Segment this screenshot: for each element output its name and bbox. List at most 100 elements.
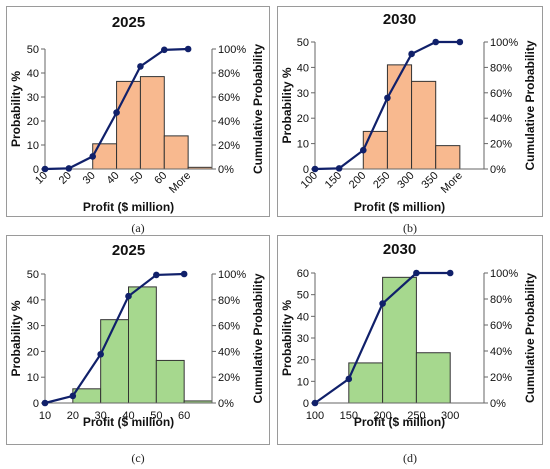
cumulative-point — [432, 38, 440, 46]
y-tick-label: 20 — [297, 113, 309, 125]
chart-panel-d: 2030 0 10 20 30 40 50 60 0% 20% 40% 60% 80% 100% 100 15… — [277, 235, 543, 445]
y-tick-label: 30 — [27, 321, 39, 333]
y2-tick-label: 0% — [490, 164, 506, 176]
y2-tick-label: 60% — [490, 320, 512, 332]
y-tick-label: 40 — [27, 295, 39, 307]
bar — [362, 130, 388, 170]
cumulative-point — [311, 399, 319, 407]
y2-tick-label: 80% — [218, 68, 240, 80]
y2-tick-label: 20% — [218, 140, 240, 152]
y2-tick-label: 0% — [490, 398, 506, 410]
chart-title: 2025 — [112, 14, 145, 31]
y2-tick-label: 60% — [218, 92, 240, 104]
x-tick-label: 20 — [57, 170, 74, 187]
y2-tick-label: 20% — [490, 372, 512, 384]
bar — [163, 135, 189, 170]
x-axis-title: Profit ($ million) — [354, 200, 445, 214]
y-tick-label: 10 — [27, 140, 39, 152]
y-axis-title: Probability % — [9, 300, 23, 376]
y2-tick-label: 20% — [490, 139, 512, 151]
chart-panel-b: 2030 0 10 20 30 40 50 0% 20% 40% 60% 80% 100% 100 150 2… — [277, 6, 543, 217]
y2-tick-label: 0% — [218, 398, 234, 410]
y-axis-title: Probability % — [280, 300, 294, 376]
y-tick-label: 50 — [297, 290, 309, 302]
y-tick-label: 10 — [297, 376, 309, 388]
y2-tick-label: 100% — [490, 37, 518, 49]
x-tick-label: 150 — [323, 170, 344, 191]
y2-tick-label: 40% — [218, 346, 240, 358]
cumulative-point — [446, 269, 454, 277]
caption-a: (a) — [131, 221, 145, 235]
x-tick-label: 200 — [373, 410, 391, 422]
cumulative-point — [69, 392, 77, 400]
y2-tick-label: 80% — [490, 62, 512, 74]
y-tick-label: 10 — [27, 372, 39, 384]
cumulative-point — [97, 350, 104, 358]
x-tick-label: 60 — [178, 410, 190, 422]
y2-tick-label: 100% — [490, 268, 518, 280]
cumulative-point — [160, 46, 168, 54]
bar — [100, 319, 129, 404]
y-tick-label: 10 — [297, 139, 309, 151]
y2-tick-label: 80% — [218, 295, 240, 307]
x-tick-label: 40 — [122, 410, 134, 422]
y2-axis-title: Cumulative Probability — [523, 40, 537, 170]
cumulative-point — [125, 292, 132, 300]
x-tick-label: 50 — [150, 410, 162, 422]
x-tick-label: 300 — [395, 170, 416, 191]
x-tick-label: 50 — [128, 170, 145, 187]
y2-tick-label: 60% — [218, 321, 240, 333]
y-axis-title: Probability % — [9, 71, 23, 147]
y-tick-label: 30 — [27, 92, 39, 104]
y2-tick-label: 40% — [218, 116, 240, 128]
caption-b: (b) — [403, 221, 417, 235]
x-tick-label: 100 — [306, 410, 324, 422]
cumulative-point — [41, 399, 49, 407]
cumulative-point — [65, 165, 73, 172]
y-tick-label: 60 — [297, 268, 309, 280]
y-tick-label: 50 — [297, 37, 309, 49]
bar — [411, 80, 437, 170]
cumulative-point — [456, 38, 464, 46]
y-tick-label: 40 — [27, 68, 39, 80]
chart-title: 2025 — [112, 242, 145, 259]
y2-tick-label: 0% — [218, 164, 234, 176]
y2-tick-label: 100% — [218, 269, 246, 281]
cumulative-point — [384, 94, 391, 102]
y2-axis-title: Cumulative Probability — [251, 44, 265, 174]
x-axis-title: Profit ($ million) — [83, 415, 174, 429]
caption-c: (c) — [131, 451, 145, 465]
caption-d: (d) — [403, 451, 417, 465]
y2-tick-label: 40% — [490, 346, 512, 358]
y-tick-label: 20 — [297, 355, 309, 367]
chart-title: 2030 — [383, 11, 416, 28]
cumulative-point — [153, 271, 160, 279]
bar — [415, 352, 451, 404]
cumulative-point — [311, 165, 319, 173]
y2-axis-title: Cumulative Probability — [523, 273, 537, 403]
x-tick-label: 250 — [371, 170, 392, 191]
y2-tick-label: 20% — [218, 372, 240, 384]
cumulative-point — [180, 270, 188, 278]
y-tick-label: 40 — [297, 62, 309, 74]
cumulative-line — [44, 272, 185, 405]
cumulative-point — [41, 165, 49, 173]
cumulative-point — [137, 63, 144, 70]
cumulative-point — [113, 109, 120, 116]
x-tick-label: 200 — [347, 170, 368, 191]
y2-tick-label: 80% — [490, 294, 512, 306]
cumulative-point — [359, 146, 367, 154]
x-tick-label: 250 — [407, 410, 425, 422]
y-tick-label: 50 — [27, 44, 39, 56]
cumulative-point — [379, 300, 386, 307]
x-axis-title: Profit ($ million) — [354, 415, 445, 429]
bar — [386, 64, 413, 170]
y2-tick-label: 100% — [218, 44, 246, 56]
y2-tick-label: 40% — [490, 113, 512, 125]
x-tick-label: 300 — [441, 410, 459, 422]
x-tick-label: 30 — [95, 410, 107, 422]
cumulative-point — [345, 375, 353, 383]
